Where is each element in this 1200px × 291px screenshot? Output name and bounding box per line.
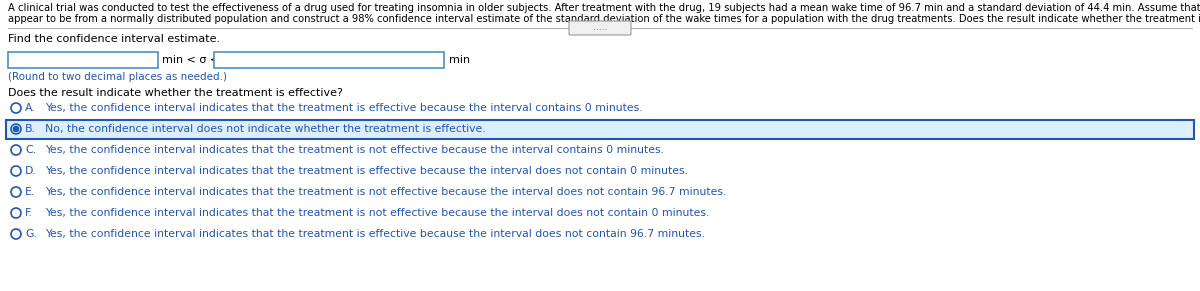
Text: (Round to two decimal places as needed.): (Round to two decimal places as needed.) (8, 72, 227, 82)
FancyBboxPatch shape (569, 21, 631, 35)
Text: appear to be from a normally distributed population and construct a 98% confiden: appear to be from a normally distributed… (8, 14, 1200, 24)
Text: .....: ..... (593, 24, 607, 33)
Text: Yes, the confidence interval indicates that the treatment is effective because t: Yes, the confidence interval indicates t… (46, 229, 706, 239)
Text: Find the confidence interval estimate.: Find the confidence interval estimate. (8, 34, 220, 44)
Text: A.: A. (25, 103, 36, 113)
Text: Yes, the confidence interval indicates that the treatment is effective because t: Yes, the confidence interval indicates t… (46, 166, 688, 176)
FancyBboxPatch shape (214, 52, 444, 68)
Text: min: min (449, 55, 470, 65)
Text: Does the result indicate whether the treatment is effective?: Does the result indicate whether the tre… (8, 88, 343, 98)
Text: min < σ <: min < σ < (162, 55, 220, 65)
Text: No, the confidence interval does not indicate whether the treatment is effective: No, the confidence interval does not ind… (46, 124, 486, 134)
Text: G.: G. (25, 229, 37, 239)
Text: C.: C. (25, 145, 36, 155)
Text: E.: E. (25, 187, 35, 197)
Circle shape (13, 126, 19, 132)
Text: Yes, the confidence interval indicates that the treatment is effective because t: Yes, the confidence interval indicates t… (46, 103, 643, 113)
Text: Yes, the confidence interval indicates that the treatment is not effective becau: Yes, the confidence interval indicates t… (46, 208, 709, 218)
Text: Yes, the confidence interval indicates that the treatment is not effective becau: Yes, the confidence interval indicates t… (46, 145, 664, 155)
Text: Yes, the confidence interval indicates that the treatment is not effective becau: Yes, the confidence interval indicates t… (46, 187, 726, 197)
FancyBboxPatch shape (8, 52, 158, 68)
Text: B.: B. (25, 124, 36, 134)
FancyBboxPatch shape (6, 120, 1194, 139)
Text: F.: F. (25, 208, 32, 218)
Text: D.: D. (25, 166, 37, 176)
Text: A clinical trial was conducted to test the effectiveness of a drug used for trea: A clinical trial was conducted to test t… (8, 3, 1200, 13)
